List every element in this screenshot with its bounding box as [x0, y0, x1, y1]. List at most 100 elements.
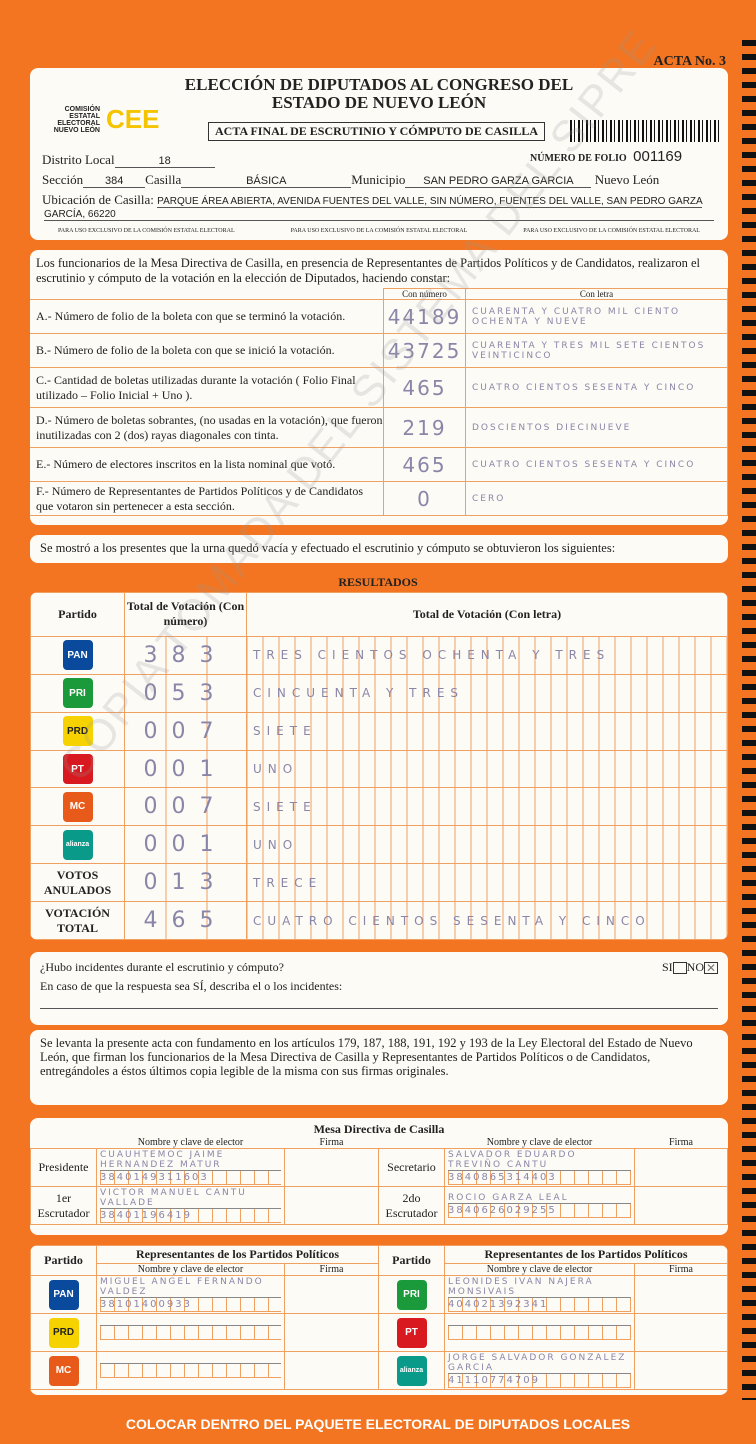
elector-clave[interactable]: 3840626029255	[448, 1204, 631, 1218]
signature-field[interactable]	[284, 1148, 379, 1187]
result-num[interactable]: 007	[124, 787, 247, 827]
result-letra[interactable]: TRECE	[246, 863, 728, 903]
results-panel: Partido Total de Votación (Con número) Tot…	[30, 592, 728, 940]
elector-clave[interactable]: 3840865314403	[448, 1171, 631, 1185]
exclusive-note: PARA USO EXCLUSIVO DE LA COMISIÓN ESTATA…	[57, 228, 235, 234]
elector-name[interactable]: JORGE SALVADOR GONZALEZ GARCIA	[448, 1353, 631, 1374]
item-num[interactable]: 44189	[383, 299, 466, 334]
party-logo: MC	[62, 791, 93, 822]
signature-field[interactable]	[284, 1313, 379, 1352]
signature-field[interactable]	[634, 1148, 728, 1187]
col-letra-header: Con letra	[465, 288, 728, 300]
item-letra[interactable]: CUARENTA Y TRES MIL SETE CIENTOS VEINTIC…	[465, 333, 728, 368]
barcode	[570, 120, 720, 142]
result-letra[interactable]: SIETE	[246, 787, 728, 827]
elector-name[interactable]	[100, 1325, 281, 1326]
item-num[interactable]: 219	[383, 407, 466, 448]
mesa-h-nombre: Nombre y clave de elector	[486, 1137, 593, 1148]
reps-h-nombre: Nombre y clave de elector	[96, 1263, 285, 1276]
reps-h-nombre: Nombre y clave de elector	[444, 1263, 635, 1276]
item-letra[interactable]: CUARENTA Y CUATRO MIL CIENTO OCHENTA Y N…	[465, 299, 728, 334]
item-row: E.- Número de electores inscritos en la …	[30, 447, 728, 482]
item-num[interactable]: 0	[383, 481, 466, 516]
item-num[interactable]: 465	[383, 447, 466, 482]
distrito-label: Distrito Local	[42, 152, 115, 167]
elector-name[interactable]: ROCIO GARZA LEAL	[448, 1193, 631, 1204]
signature-field[interactable]	[634, 1351, 728, 1390]
elector-name[interactable]: MIGUEL ANGEL FERNANDO VALDEZ	[100, 1277, 281, 1298]
incidents-question: ¿Hubo incidentes durante el escrutinio y…	[40, 960, 284, 974]
no-label: NO	[686, 960, 704, 974]
result-row: MC 007 SIETE	[30, 787, 728, 827]
item-num[interactable]: 465	[383, 367, 466, 408]
party-logo-pan: PAN	[48, 1279, 79, 1310]
item-label: B.- Número de folio de la boleta con que…	[30, 333, 384, 368]
elector-clave[interactable]: 3840149311603	[100, 1171, 281, 1185]
elector-name[interactable]: VICTOR MANUEL CANTU VALLADE	[100, 1188, 281, 1209]
result-letra[interactable]: SIETE	[246, 711, 728, 751]
elector-clave[interactable]: 41110774709	[448, 1374, 631, 1388]
party-logo-pt: PT	[396, 1317, 427, 1348]
result-row: VOTACIÓN TOTAL 465 CUATRO CIENTOS SESENTA …	[30, 901, 728, 940]
result-letra[interactable]: UNO	[246, 825, 728, 865]
elector-name[interactable]	[448, 1325, 631, 1326]
si-checkbox[interactable]	[672, 962, 687, 975]
ubicacion-value-2: GARCÍA, 66220	[44, 209, 714, 221]
header-num: Total de Votación (Con número)	[124, 592, 247, 637]
result-num[interactable]: 013	[124, 863, 247, 903]
party-logo-pri: PRI	[396, 1279, 427, 1310]
rep-row: MC alianza JORGE SALVADOR GONZALEZ GARCIA 4…	[30, 1351, 728, 1390]
item-letra[interactable]: CUATRO CIENTOS SESENTA Y CINCO	[465, 367, 728, 408]
elector-clave[interactable]: 38101400933	[100, 1298, 281, 1312]
result-letra[interactable]: TRES CIENTOS OCHENTA Y TRES	[246, 635, 728, 675]
distrito-value: 18	[114, 155, 215, 168]
item-letra[interactable]: CUATRO CIENTOS SESENTA Y CINCO	[465, 447, 728, 482]
item-row: F.- Número de Representantes de Partidos…	[30, 481, 728, 516]
municipio-label: Municipio	[351, 172, 406, 187]
elector-name[interactable]: CUAUHTEMOC JAIME HERNANDEZ MATUR	[100, 1150, 281, 1171]
result-letra[interactable]: CINCUENTA Y TRES	[246, 673, 728, 713]
party-logo-alianza: alianza	[396, 1355, 427, 1386]
result-num[interactable]: 053	[124, 673, 247, 713]
result-letra[interactable]: UNO	[246, 749, 728, 789]
signature-field[interactable]	[634, 1313, 728, 1352]
elector-name[interactable]: LEONIDES IVAN NAJERA MONSIVAIS	[448, 1277, 631, 1298]
reps-h-rep: Representantes de los Partidos Políticos	[444, 1245, 728, 1264]
result-num[interactable]: 001	[124, 749, 247, 789]
signature-field[interactable]	[284, 1186, 379, 1225]
elector-name[interactable]	[100, 1363, 281, 1364]
elector-name[interactable]: SALVADOR EDUARDO TREVIÑO CANTU	[448, 1150, 631, 1171]
seccion-value: 384	[83, 175, 146, 188]
result-letra[interactable]: CUATRO CIENTOS SESENTA Y CINCO	[246, 901, 728, 940]
mesa-row: Presidente CUAUHTEMOC JAIME HERNANDEZ MAT…	[30, 1148, 728, 1187]
elector-clave[interactable]	[100, 1326, 281, 1340]
item-letra[interactable]: CERO	[465, 481, 728, 516]
mesa-h-firma: Firma	[319, 1137, 344, 1148]
result-num[interactable]: 465	[124, 901, 247, 940]
elector-clave[interactable]	[100, 1364, 281, 1378]
title-line-2: ESTADO DE NUEVO LEÓN	[271, 93, 487, 112]
party-logo: PAN	[62, 640, 93, 671]
signature-field[interactable]	[284, 1351, 379, 1390]
no-checkbox-checked[interactable]: ✕	[704, 961, 718, 976]
result-row: alianza 001 UNO	[30, 825, 728, 865]
party-logo: PT	[62, 754, 93, 785]
result-num[interactable]: 007	[124, 711, 247, 751]
col-num-header: Con número	[383, 288, 466, 300]
elector-clave[interactable]: 404021392341	[448, 1298, 631, 1312]
incidents-line[interactable]	[40, 1008, 718, 1009]
result-num[interactable]: 001	[124, 825, 247, 865]
party-logo: alianza	[62, 829, 93, 860]
signature-field[interactable]	[634, 1186, 728, 1225]
reps-table: Partido Representantes de los Partidos Po…	[30, 1245, 728, 1390]
result-row: PT 001 UNO	[30, 749, 728, 789]
elector-clave[interactable]: 38401196419	[100, 1209, 281, 1223]
result-num[interactable]: 383	[124, 635, 247, 675]
elector-clave[interactable]	[448, 1326, 631, 1340]
signature-field[interactable]	[284, 1275, 379, 1314]
item-letra[interactable]: DOSCIENTOS DIECINUEVE	[465, 407, 728, 448]
result-row: PAN 383 TRES CIENTOS OCHENTA Y TRES	[30, 635, 728, 675]
resultados-title: RESULTADOS	[338, 575, 418, 589]
item-num[interactable]: 43725	[383, 333, 466, 368]
signature-field[interactable]	[634, 1275, 728, 1314]
